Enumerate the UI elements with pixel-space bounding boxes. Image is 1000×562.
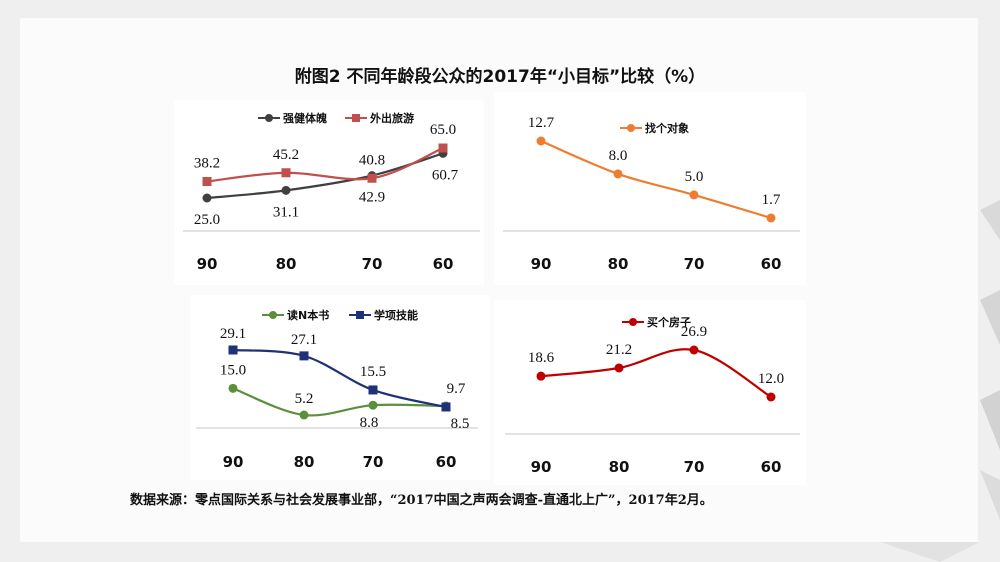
chart-2-series-line-0 <box>232 387 447 417</box>
chart-3-series-line-0 <box>540 348 772 398</box>
chart-0-legend-label: 外出旅游 <box>369 111 414 125</box>
chart-2-data-label: 5.2 <box>295 391 314 407</box>
chart-2-point <box>299 410 309 420</box>
chart-3-x-tick-label: 90 <box>531 458 552 476</box>
chart-2-data-label: 8.8 <box>360 415 379 431</box>
chart-3-point <box>614 363 624 373</box>
chart-2-data-label: 27.1 <box>291 332 317 348</box>
chart-3-point <box>766 392 776 402</box>
chart-2-point <box>228 345 238 355</box>
chart-0-legend-label: 强健体魄 <box>283 111 327 125</box>
chart-2-point <box>441 402 451 412</box>
chart-3-data-label: 26.9 <box>681 324 707 340</box>
chart-3-x-tick-label: 60 <box>761 458 782 476</box>
chart-0-data-label: 42.9 <box>359 190 385 206</box>
chart-0-legend-marker <box>265 114 273 122</box>
chart-0-data-label: 31.1 <box>273 204 299 220</box>
chart-2-data-label: 29.1 <box>220 326 246 342</box>
chart-1-point <box>613 169 623 179</box>
chart-0-data-label: 40.8 <box>359 152 385 168</box>
panel-top-right <box>494 92 806 285</box>
panel-bottom-left <box>190 295 490 480</box>
chart-3-x-tick-label: 70 <box>684 458 705 476</box>
chart-0-point <box>281 185 291 195</box>
chart-1-x-tick-label: 70 <box>684 255 705 273</box>
chart-1-series-line-0 <box>540 139 772 220</box>
chart-1-data-label: 12.7 <box>528 115 555 131</box>
chart-2-legend-marker <box>356 311 364 319</box>
chart-0-x-tick-label: 80 <box>276 255 297 273</box>
chart-2-series-line-1 <box>232 348 447 409</box>
chart-2-legend-label: 学项技能 <box>374 308 418 322</box>
chart-1-point <box>766 213 776 223</box>
chart-0-data-label: 60.7 <box>432 167 459 183</box>
chart-0-point <box>438 143 448 153</box>
chart-0-data-label: 25.0 <box>194 212 220 228</box>
chart-2-x-tick-label: 80 <box>294 453 315 471</box>
chart-0-point <box>281 168 291 178</box>
panel-bottom-right <box>494 300 806 485</box>
chart-3-legend-label: 买个房子 <box>647 315 691 329</box>
chart-1-legend-marker <box>627 124 635 132</box>
chart-2-x-tick-label: 70 <box>363 453 384 471</box>
chart-2-data-label: 8.5 <box>451 416 470 432</box>
chart-2-data-label: 15.0 <box>220 362 246 378</box>
chart-1-data-label: 1.7 <box>762 192 781 208</box>
chart-1-legend-label: 找个对象 <box>645 121 689 135</box>
chart-2-x-tick-label: 60 <box>436 453 457 471</box>
chart-0-x-tick-label: 60 <box>433 255 454 273</box>
chart-0-x-tick-label: 70 <box>362 255 383 273</box>
chart-2-point <box>228 383 238 393</box>
panel-top-left <box>174 100 484 285</box>
chart-1-x-tick-label: 80 <box>608 255 629 273</box>
source-note: 数据来源：零点国际关系与社会发展事业部，“2017中国之声两会调查-直通北上广”… <box>130 493 713 508</box>
chart-2-data-label: 15.5 <box>360 364 386 380</box>
chart-1-point <box>689 190 699 200</box>
chart-3-data-label: 21.2 <box>606 342 632 358</box>
chart-2-x-tick-label: 90 <box>223 453 244 471</box>
chart-3-legend-marker <box>629 318 637 326</box>
chart-1-data-label: 8.0 <box>609 148 628 164</box>
chart-0-point <box>202 177 212 186</box>
chart-3-point <box>689 345 699 355</box>
chart-1-x-tick-label: 60 <box>761 255 782 273</box>
chart-3-x-tick-label: 80 <box>609 458 630 476</box>
chart-0-data-label: 38.2 <box>194 156 220 172</box>
chart-2-point <box>299 351 309 361</box>
chart-0-data-label: 65.0 <box>430 122 456 138</box>
chart-3-data-label: 18.6 <box>528 350 555 366</box>
chart-0-series-line-1 <box>206 146 444 183</box>
chart-3-data-label: 12.0 <box>758 371 784 387</box>
chart-0-legend-marker <box>352 114 360 122</box>
chart-title: 附图2 不同年龄段公众的2017年“小目标”比较（%） <box>294 67 706 87</box>
chart-2-data-label: 9.7 <box>447 381 466 397</box>
chart-3-point <box>536 371 546 381</box>
chart-0-point <box>367 173 377 183</box>
chart-1-x-tick-label: 90 <box>531 255 552 273</box>
chart-2-legend-label: 读N本书 <box>287 308 329 322</box>
chart-2-legend-marker <box>269 311 277 319</box>
chart-0-x-tick-label: 90 <box>197 255 218 273</box>
chart-0-data-label: 45.2 <box>273 147 299 163</box>
chart-1-point <box>536 136 546 146</box>
chart-2-point <box>368 385 378 395</box>
chart-1-data-label: 5.0 <box>685 169 704 185</box>
chart-2-point <box>368 400 378 410</box>
chart-0-point <box>202 193 212 203</box>
